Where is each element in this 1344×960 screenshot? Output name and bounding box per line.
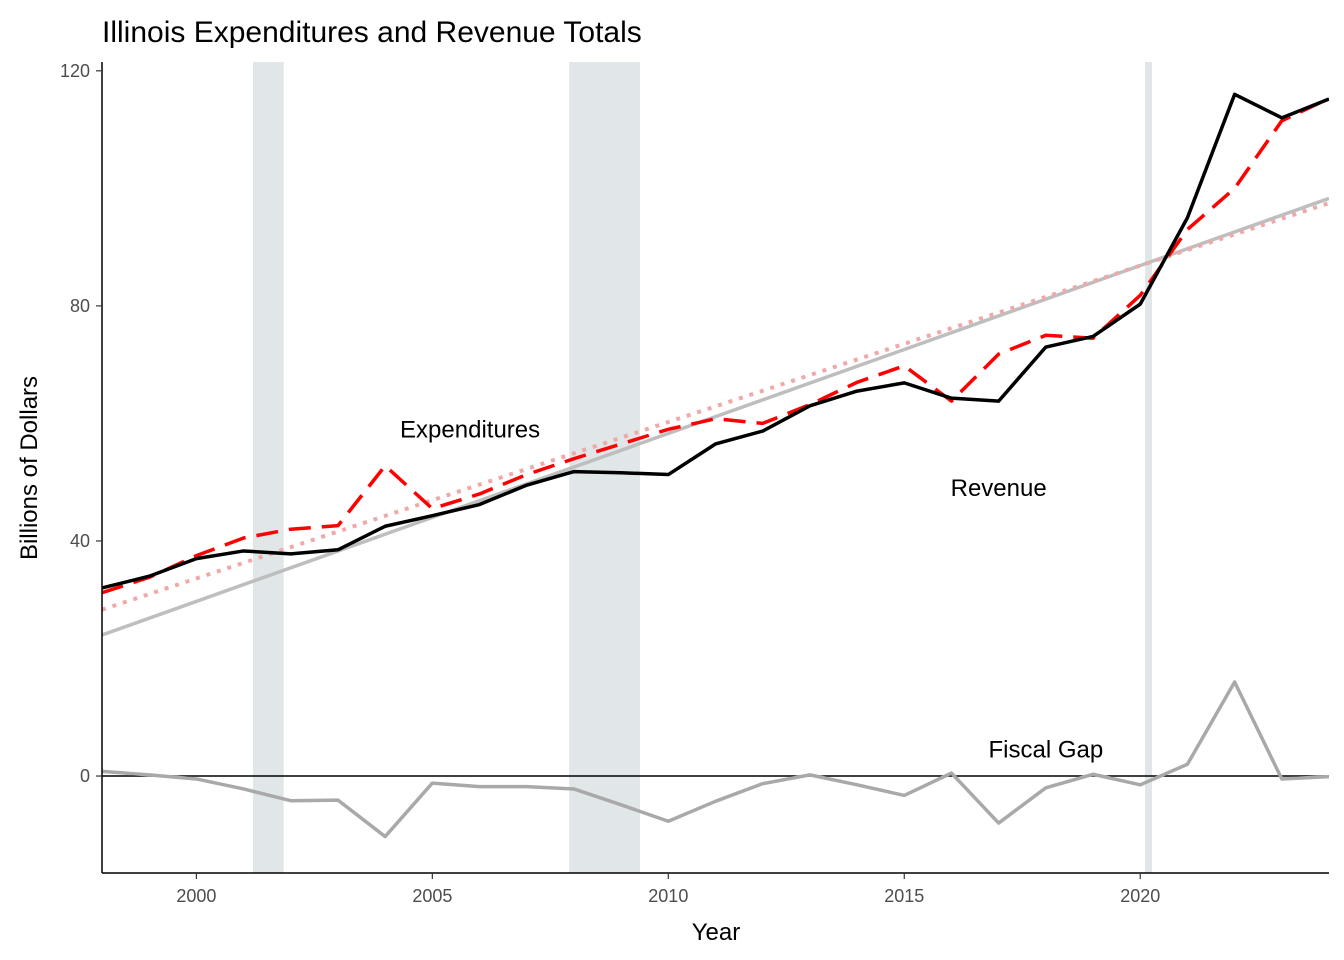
annotation-expenditures: Expenditures — [400, 416, 540, 443]
annotation-revenue: Revenue — [951, 475, 1047, 502]
x-tick-label: 2000 — [176, 886, 216, 906]
annotations: Expenditures Revenue Fiscal Gap — [400, 416, 1103, 763]
y-tick-label: 40 — [70, 531, 90, 551]
axes: 2000 2005 2010 2015 2020 0 40 80 120 — [60, 61, 1329, 906]
x-tick-label: 2020 — [1120, 886, 1160, 906]
y-tick-label: 120 — [60, 61, 90, 81]
series-group — [102, 92, 1329, 839]
recession-band-1 — [253, 62, 284, 873]
recession-band-2 — [569, 62, 640, 873]
x-axis-title: Year — [692, 919, 741, 946]
x-tick-label: 2010 — [648, 886, 688, 906]
revenue-trend-line — [102, 196, 1329, 637]
fiscal-gap-line — [102, 680, 1329, 839]
y-tick-label: 80 — [70, 296, 90, 316]
recession-band-3 — [1144, 62, 1153, 873]
annotation-fiscal-gap: Fiscal Gap — [988, 737, 1103, 764]
revenue-line — [102, 92, 1329, 590]
recession-bands — [253, 62, 1153, 873]
expenditures-line — [102, 96, 1329, 595]
y-tick-label: 0 — [80, 766, 90, 786]
x-tick-label: 2015 — [884, 886, 924, 906]
x-tick-label: 2005 — [412, 886, 452, 906]
chart-title: Illinois Expenditures and Revenue Totals — [102, 16, 642, 49]
y-axis-title: Billions of Dollars — [16, 376, 43, 560]
